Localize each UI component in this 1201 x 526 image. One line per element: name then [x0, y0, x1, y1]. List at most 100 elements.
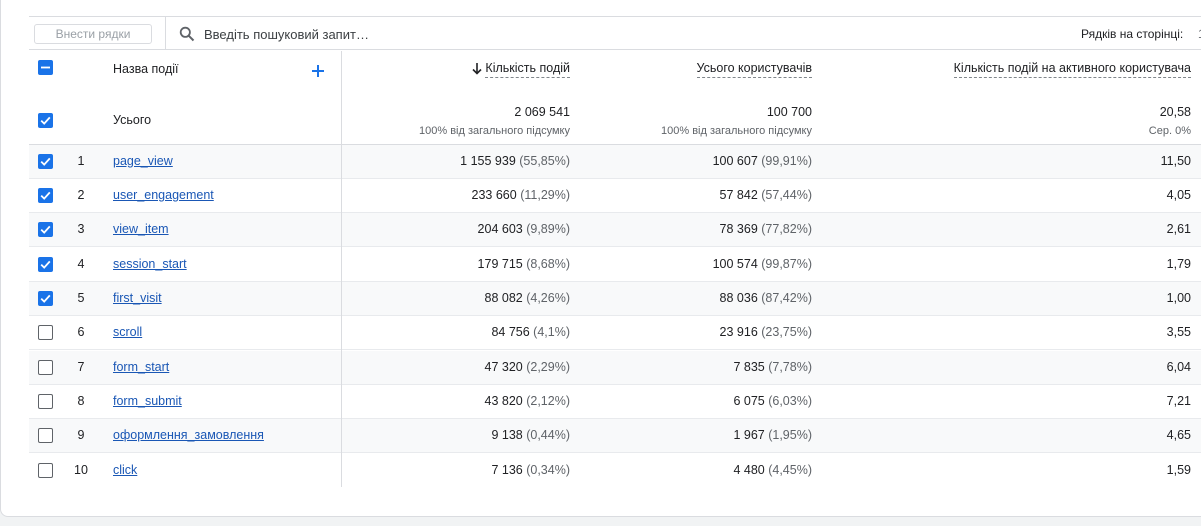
check-icon	[40, 260, 51, 269]
total-events-per-user: 20,58	[1159, 105, 1191, 119]
total-users-cell: 100 574 (99,87%)	[713, 257, 812, 271]
event-name-link[interactable]: form_submit	[113, 394, 182, 408]
rows-per-page-select[interactable]: 1	[1198, 27, 1201, 41]
total-users-percent: (57,44%)	[761, 188, 812, 202]
event-count-percent: (11,29%)	[520, 188, 570, 202]
event-count-percent: (2,29%)	[526, 360, 570, 374]
table-row[interactable]: 5 first_visit 88 082 (4,26%) 88 036 (87,42%…	[29, 282, 1201, 316]
total-users-cell: 88 036 (87,42%)	[720, 291, 812, 305]
row-index: 7	[77, 360, 85, 374]
total-users-value: 100 607	[712, 154, 758, 168]
total-events-per-user-sub: Сер. 0%	[1148, 125, 1191, 137]
total-users-value: 88 036	[719, 291, 758, 305]
table-row[interactable]: 4 session_start 179 715 (8,68%) 100 574 (99…	[29, 248, 1201, 282]
event-name-link[interactable]: user_engagement	[113, 188, 214, 202]
row-checkbox[interactable]	[38, 222, 53, 237]
total-users-cell: 1 967 (1,95%)	[733, 428, 812, 442]
event-name-link[interactable]: scroll	[113, 325, 143, 339]
table-header: Назва події Кількість подій Усього корис…	[29, 51, 1201, 145]
check-icon	[40, 116, 51, 125]
row-checkbox[interactable]	[38, 360, 53, 375]
event-count-cell: 7 136 (0,34%)	[491, 463, 570, 477]
total-users-cell: 57 842 (57,44%)	[720, 188, 812, 202]
event-name-link[interactable]: form_start	[113, 360, 170, 374]
event-count-percent: (4,26%)	[526, 291, 570, 305]
table-row[interactable]: 2 user_engagement 233 660 (11,29%) 57 842 (…	[29, 179, 1201, 213]
row-checkbox[interactable]	[38, 394, 53, 409]
row-index: 3	[77, 222, 85, 236]
events-per-user-cell: 6,04	[1166, 360, 1191, 374]
row-index: 4	[77, 257, 85, 271]
event-count-value: 179 715	[477, 257, 523, 271]
check-icon	[40, 157, 51, 166]
event-count-value: 7 136	[491, 463, 523, 477]
event-count-cell: 233 660 (11,29%)	[472, 188, 570, 202]
event-count-value: 1 155 939	[460, 154, 516, 168]
event-name-link[interactable]: оформлення_замовлення	[113, 428, 264, 442]
event-name-link[interactable]: view_item	[113, 222, 169, 236]
column-header-event-name[interactable]: Назва події	[113, 62, 179, 76]
check-icon	[40, 191, 51, 200]
total-users-value: 23 916	[719, 325, 758, 339]
column-header-total-users[interactable]: Усього користувачів	[696, 61, 812, 78]
search-icon[interactable]	[179, 26, 195, 42]
event-count-value: 84 756	[491, 325, 530, 339]
column-header-events-per-user[interactable]: Кількість подій на активного користувача	[953, 61, 1191, 78]
table-row[interactable]: 9 оформлення_замовлення 9 138 (0,44%) 1 967…	[29, 419, 1201, 453]
event-count-cell: 47 320 (2,29%)	[485, 360, 571, 374]
total-users-value: 57 842	[719, 188, 758, 202]
event-name-link[interactable]: page_view	[113, 154, 173, 168]
total-users-value: 6 075	[733, 394, 765, 408]
row-index: 6	[77, 325, 85, 339]
check-icon	[40, 225, 51, 234]
total-users-value: 1 967	[733, 428, 765, 442]
event-name-link[interactable]: first_visit	[113, 291, 162, 305]
row-checkbox[interactable]	[38, 291, 53, 306]
table-row[interactable]: 10 click 7 136 (0,34%) 4 480 (4,45%) 1,59	[29, 454, 1201, 488]
event-name-link[interactable]: session_start	[113, 257, 187, 271]
search-input[interactable]	[204, 24, 624, 44]
table-row[interactable]: 8 form_submit 43 820 (2,12%) 6 075 (6,03%) 7…	[29, 385, 1201, 419]
event-count-cell: 9 138 (0,44%)	[491, 428, 570, 442]
total-users-cell: 100 607 (99,91%)	[713, 154, 812, 168]
row-checkbox[interactable]	[38, 257, 53, 272]
table-row[interactable]: 1 page_view 1 155 939 (55,85%) 100 607 (99,…	[29, 145, 1201, 179]
arrow-down-icon[interactable]	[472, 63, 482, 75]
column-header-event-count[interactable]: Кількість подій	[485, 61, 570, 78]
table-row[interactable]: 6 scroll 84 756 (4,1%) 23 916 (23,75%) 3,55	[29, 316, 1201, 350]
total-users-value: 100 574	[712, 257, 758, 271]
row-checkbox[interactable]	[38, 188, 53, 203]
rows-input[interactable]: Внести рядки	[34, 24, 152, 44]
events-per-user-cell: 1,00	[1166, 291, 1191, 305]
total-users-percent: (4,45%)	[768, 463, 812, 477]
events-per-user-cell: 3,55	[1166, 325, 1191, 339]
table-toolbar: Внести рядки Рядків на сторінці: 1	[29, 16, 1201, 50]
table-row[interactable]: 7 form_start 47 320 (2,29%) 7 835 (7,78%) 6,…	[29, 351, 1201, 385]
event-count-percent: (9,89%)	[526, 222, 570, 236]
event-count-value: 43 820	[484, 394, 523, 408]
events-per-user-cell: 7,21	[1166, 394, 1191, 408]
event-count-percent: (2,12%)	[526, 394, 570, 408]
totals-label: Усього	[113, 113, 152, 127]
event-name-link[interactable]: click	[113, 463, 138, 477]
total-users-percent: (87,42%)	[761, 291, 812, 305]
event-count-value: 88 082	[484, 291, 523, 305]
total-users-cell: 7 835 (7,78%)	[733, 360, 812, 374]
plus-icon[interactable]	[312, 65, 324, 77]
table-row[interactable]: 3 view_item 204 603 (9,89%) 78 369 (77,82%)…	[29, 213, 1201, 247]
row-index: 2	[77, 188, 85, 202]
row-index: 5	[77, 291, 85, 305]
total-users-cell: 23 916 (23,75%)	[720, 325, 812, 339]
row-checkbox[interactable]	[38, 325, 53, 340]
total-users-percent: (1,95%)	[768, 428, 812, 442]
event-count-cell: 84 756 (4,1%)	[491, 325, 570, 339]
row-checkbox[interactable]	[38, 428, 53, 443]
total-users-percent: (23,75%)	[761, 325, 812, 339]
total-event-count: 2 069 541	[514, 105, 570, 119]
row-checkbox[interactable]	[38, 154, 53, 169]
select-all-checkbox[interactable]	[38, 60, 53, 75]
event-count-value: 9 138	[491, 428, 523, 442]
chart-legend-strip	[31, 0, 501, 3]
totals-checkbox[interactable]	[38, 113, 53, 128]
row-checkbox[interactable]	[38, 463, 53, 478]
